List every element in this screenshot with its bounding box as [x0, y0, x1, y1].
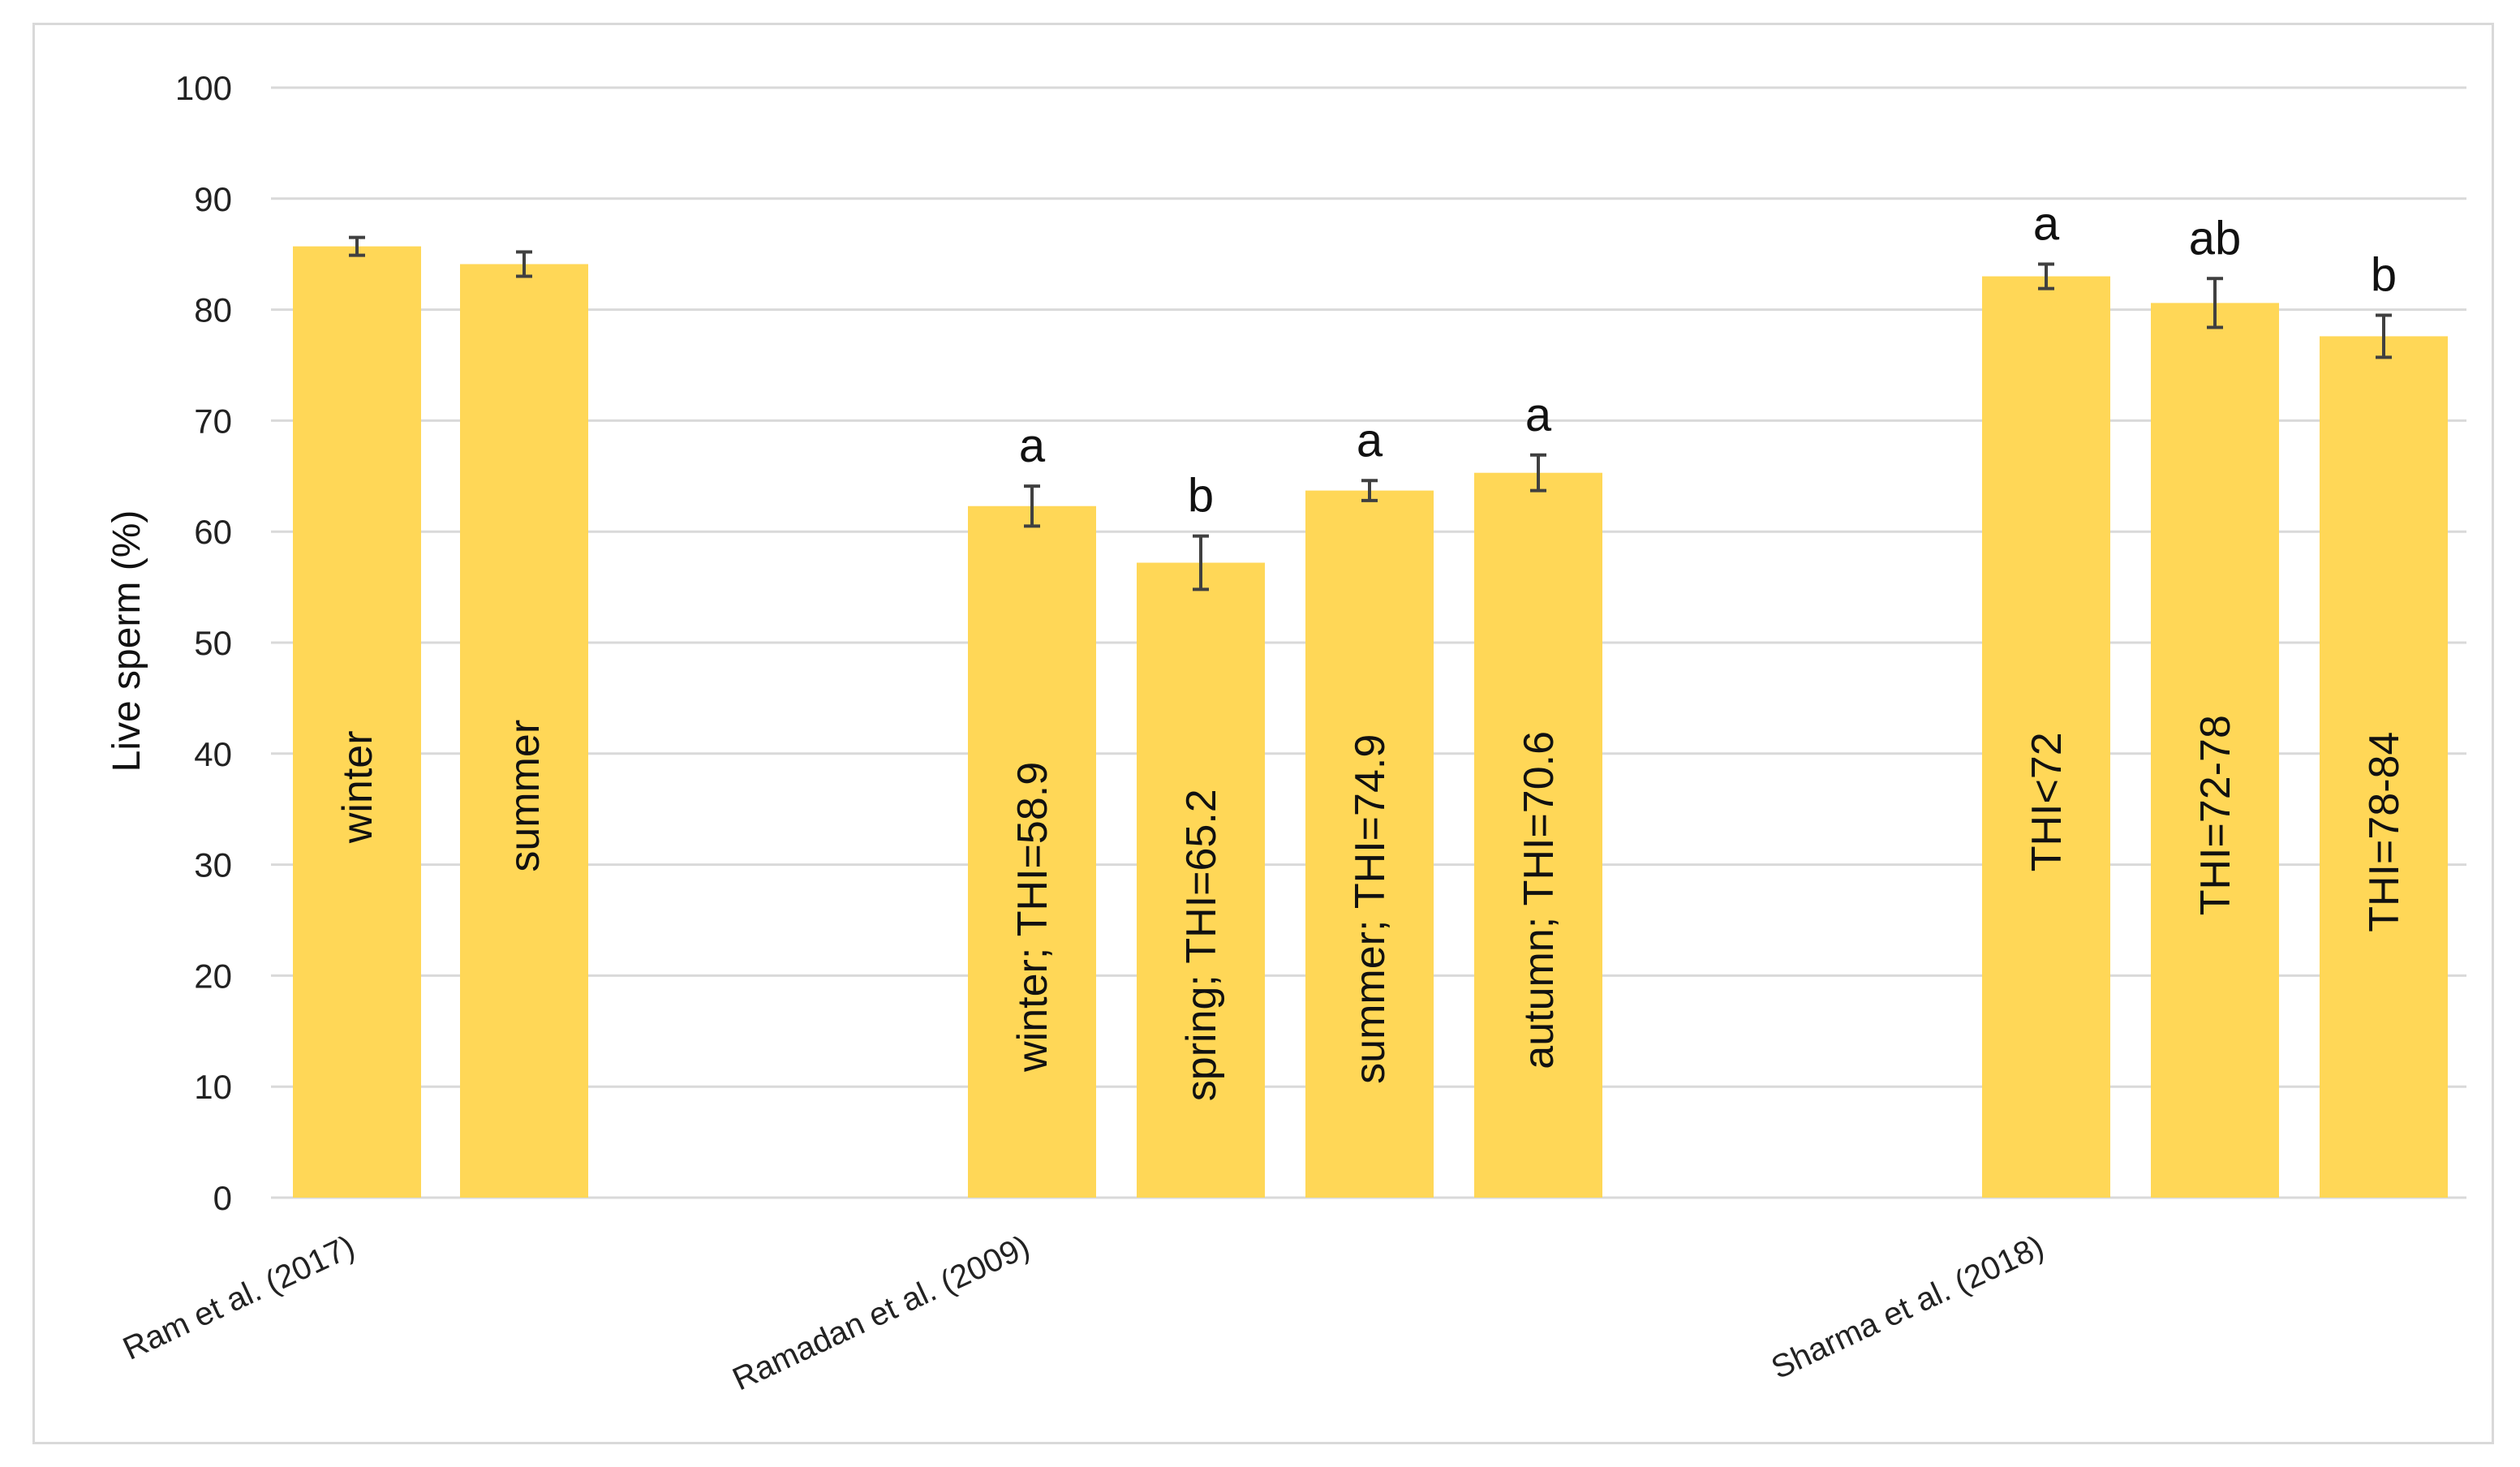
y-tick-label: 40 [194, 735, 232, 773]
y-tick-label: 50 [194, 624, 232, 662]
bar-item: summer; THI=74.9 a [1305, 414, 1434, 1198]
y-tick-label: 80 [194, 291, 232, 329]
significance-letter: a [2033, 198, 2060, 251]
significance-letter: a [1357, 414, 1383, 467]
significance-letter: b [2371, 248, 2397, 301]
bar-item: THI=72-78 ab [2151, 212, 2279, 1198]
x-group-label: Ramadan et al. (2009) [727, 1228, 1034, 1397]
bar-item: autumn; THI=70.6 a [1474, 389, 1602, 1198]
bar-label: autumn; THI=70.6 [1516, 731, 1563, 1069]
bar [1474, 472, 1602, 1198]
bar-label: THI<72 [2023, 732, 2071, 871]
bar [1305, 490, 1434, 1198]
bar-item: summer [460, 250, 588, 1198]
bar [2151, 303, 2279, 1198]
x-axis-group-labels: Ram et al. (2017) Ramadan et al. (2009) Sh… [118, 1228, 2049, 1397]
significance-letter: b [1188, 470, 1214, 523]
bar-item: winter; THI=58.9 a [968, 419, 1096, 1198]
y-tick-label: 90 [194, 180, 232, 218]
x-group-label: Sharma et al. (2018) [1766, 1228, 2049, 1386]
y-axis-title: Live sperm (%) [105, 510, 148, 772]
error-bar [516, 250, 532, 278]
y-tick-label: 30 [194, 846, 232, 884]
bar [1982, 276, 2110, 1198]
y-tick-label: 10 [194, 1068, 232, 1106]
error-bar [349, 235, 365, 257]
bar-label: winter; THI=58.9 [1009, 762, 1056, 1073]
x-group-label: Ram et al. (2017) [118, 1228, 360, 1366]
bar-item: THI<72 a [1982, 198, 2110, 1198]
bar [968, 505, 1096, 1198]
significance-letter: a [1525, 389, 1552, 441]
bar [1137, 562, 1265, 1198]
bar-label: THI=72-78 [2192, 715, 2239, 915]
bar-label: winter [334, 730, 381, 844]
y-tick-label: 100 [175, 69, 232, 107]
bar-label: summer; THI=74.9 [1347, 734, 1394, 1084]
error-bar [1361, 479, 1378, 502]
y-tick-label: 0 [213, 1179, 232, 1217]
bars: winter summer winter; THI=58.9 a spring; THI… [293, 198, 2448, 1198]
y-tick-label: 60 [194, 513, 232, 551]
bar-item: THI=78-84 b [2320, 248, 2448, 1198]
y-axis-ticks: 0 10 20 30 40 50 60 70 80 90 100 [175, 69, 232, 1217]
bar-label: spring; THI=65.2 [1178, 789, 1225, 1101]
bar-item: spring; THI=65.2 b [1137, 470, 1265, 1198]
error-bar [1530, 453, 1546, 493]
bar-item: winter [293, 235, 421, 1198]
bar-label: THI=78-84 [2361, 732, 2408, 932]
bar [2320, 336, 2448, 1198]
error-bar [2207, 277, 2223, 329]
significance-letter: a [1019, 419, 1046, 472]
error-bar [2038, 262, 2054, 290]
bar-label: summer [501, 720, 548, 872]
y-tick-label: 70 [194, 402, 232, 440]
significance-letter: ab [2189, 212, 2242, 265]
bar [460, 264, 588, 1198]
error-bar [1024, 484, 1040, 528]
error-bar [2376, 313, 2392, 359]
bar [293, 246, 421, 1198]
y-tick-label: 20 [194, 957, 232, 995]
error-bar [1193, 534, 1209, 592]
